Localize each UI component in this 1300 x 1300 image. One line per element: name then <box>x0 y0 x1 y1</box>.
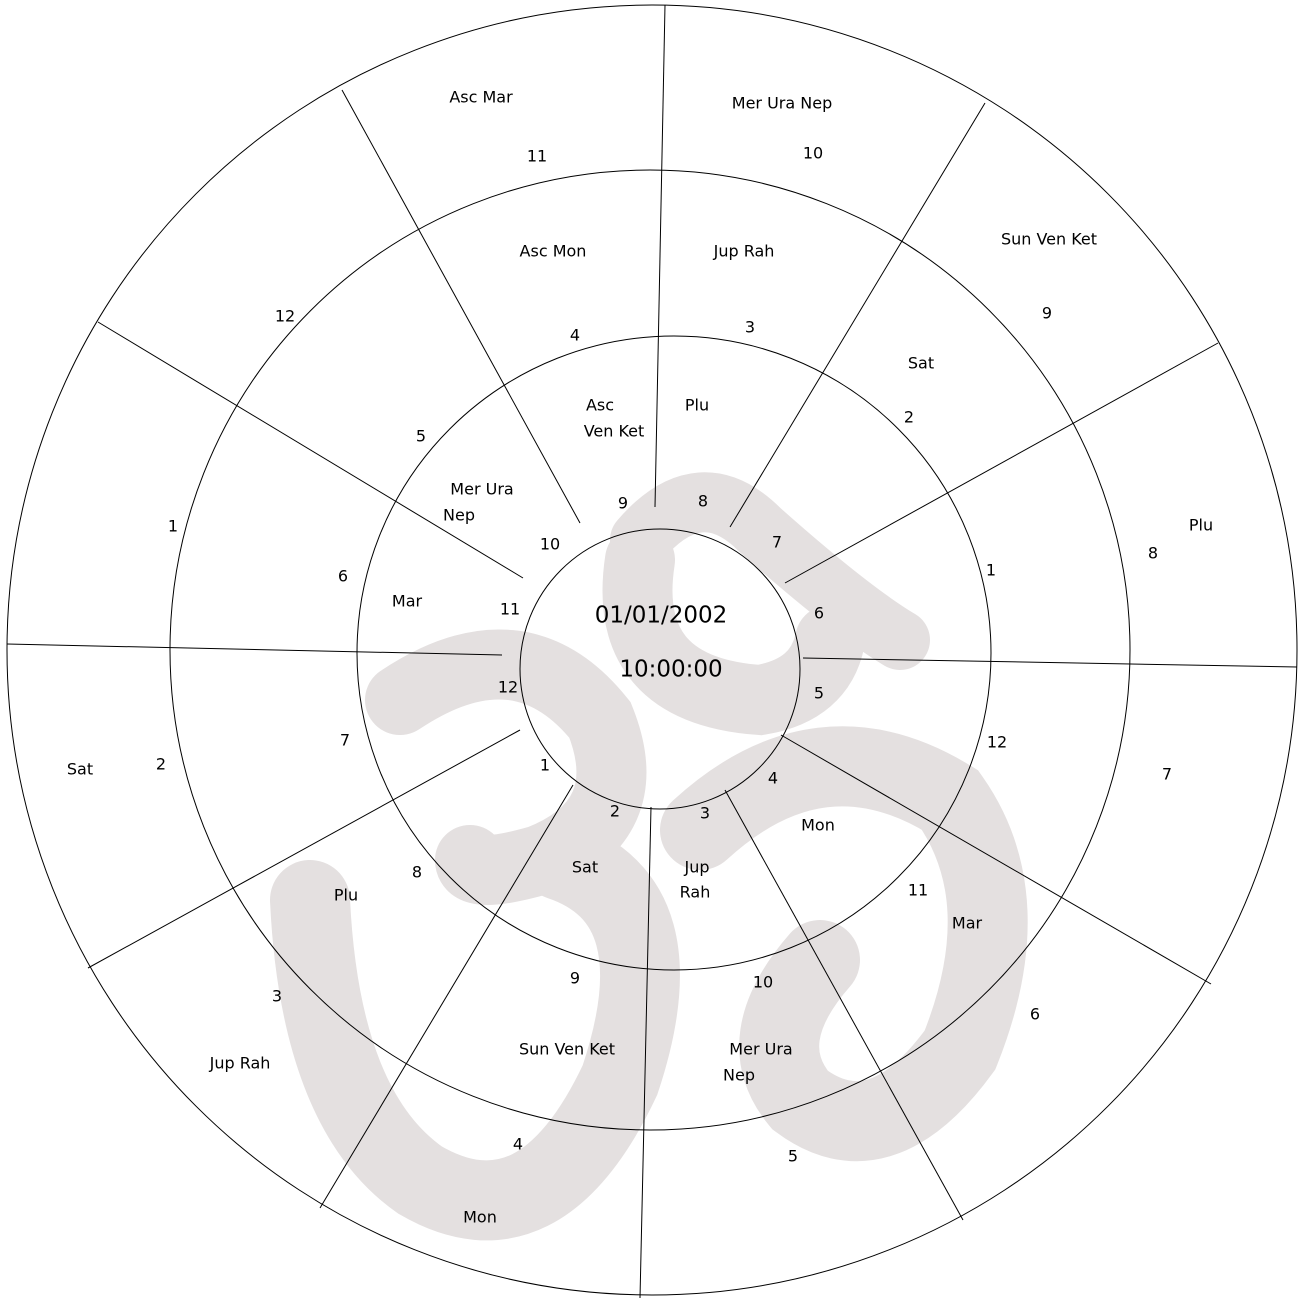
chart-label: 3 <box>745 318 755 337</box>
chart-label: Plu <box>1189 516 1213 535</box>
chart-label: Jup Rah <box>209 1054 271 1073</box>
chart-label: 1 <box>540 756 550 775</box>
chart-label: Mar <box>392 592 423 611</box>
chart-label: Sun Ven Ket <box>519 1040 615 1059</box>
chart-label: 11 <box>527 147 547 166</box>
chart-label: Mon <box>463 1208 497 1227</box>
chart-label: 5 <box>788 1147 798 1166</box>
chart-label: 11 <box>908 881 928 900</box>
chart-label: Sat <box>908 354 934 373</box>
chart-label: 10 <box>803 144 823 163</box>
chart-label: Sat <box>67 760 93 779</box>
chart-label: 3 <box>272 987 282 1006</box>
chart-label: 8 <box>412 863 422 882</box>
chart-label: Nep <box>443 506 475 525</box>
chart-label: 9 <box>1042 304 1052 323</box>
chart-label: 1 <box>986 561 996 580</box>
chart-label: 6 <box>338 567 348 586</box>
chart-label: 12 <box>987 733 1007 752</box>
chart-label: 9 <box>618 494 628 513</box>
om-stroke <box>310 860 640 1200</box>
chart-label: Sat <box>572 858 598 877</box>
chart-label: Asc Mon <box>520 242 587 261</box>
chart-label: 2 <box>610 802 620 821</box>
chart-label: 8 <box>698 492 708 511</box>
chart-label: 4 <box>768 769 778 788</box>
chart-label: 6 <box>814 604 824 623</box>
chart-label: 1 <box>168 517 178 536</box>
spoke <box>655 5 665 507</box>
center-time: 10:00:00 <box>619 657 722 683</box>
chart-label: Asc <box>586 396 614 415</box>
chart-label: 7 <box>772 533 782 552</box>
spoke <box>730 103 985 527</box>
chart-label: Jup <box>683 858 709 877</box>
chart-label: Sun Ven Ket <box>1001 230 1097 249</box>
chart-label: Mer Ura <box>729 1040 792 1059</box>
chart-label: 2 <box>904 408 914 427</box>
chart-label: 9 <box>570 969 580 988</box>
chart-label: 2 <box>156 755 166 774</box>
spoke <box>98 322 523 578</box>
chart-label: 12 <box>275 307 295 326</box>
chart-label: Mer Ura <box>450 480 513 499</box>
chart-label: Asc Mar <box>449 88 513 107</box>
chart-label: Nep <box>723 1066 755 1085</box>
chart-label: 3 <box>700 804 710 823</box>
chart-label: Ven Ket <box>584 422 645 441</box>
chart-label: 8 <box>1148 544 1158 563</box>
center-date: 01/01/2002 <box>595 603 728 629</box>
chart-label: 11 <box>500 600 520 619</box>
chart-label: 10 <box>753 973 773 992</box>
chart-label: Mon <box>801 816 835 835</box>
chart-label: Plu <box>685 396 709 415</box>
chart-label: 6 <box>1030 1005 1040 1024</box>
chart-label: 4 <box>570 326 580 345</box>
chart-label: Mer Ura Nep <box>732 94 832 113</box>
astro-chart: 01/01/2002 10:00:00 Asc Mar11Mer Ura Nep… <box>0 0 1300 1300</box>
chart-label: 4 <box>513 1135 523 1154</box>
chart-label: Mar <box>952 914 983 933</box>
chart-label: Plu <box>334 886 358 905</box>
spoke <box>803 658 1297 667</box>
chart-label: 7 <box>340 731 350 750</box>
chart-label: 10 <box>540 535 560 554</box>
chart-label: Rah <box>680 883 711 902</box>
chart-label: Jup Rah <box>713 242 775 261</box>
chart-label: 5 <box>416 427 426 446</box>
chart-label: 7 <box>1162 765 1172 784</box>
chart-label: 5 <box>814 684 824 703</box>
chart-label: 12 <box>498 678 518 697</box>
